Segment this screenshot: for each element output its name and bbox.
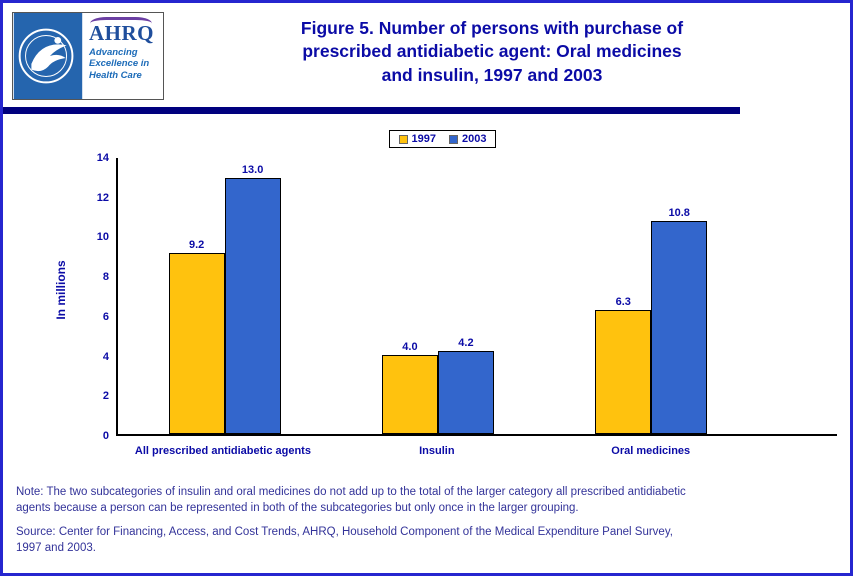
bar-group: 4.0 4.2 [331,158,544,434]
bar-value-label: 10.8 [668,207,690,220]
figure-title-line-3: and insulin, 1997 and 2003 [381,64,603,85]
bar-1997 [381,355,438,434]
plot-area: 9.2 13.0 4.0 4.2 6.3 10.8 [116,158,837,436]
y-axis-tick-label: 2 [102,390,109,403]
legend-label-1997: 1997 [411,133,436,145]
agency-logo-box: AHRQ Advancing Excellence in Health Care [12,12,164,100]
bar-value-label: 6.3 [615,295,631,308]
legend-swatch-1997 [398,134,408,144]
bar-value-label: 9.2 [188,238,205,251]
source-line-1: Source: Center for Financing, Access, an… [16,526,673,539]
x-axis: All prescribed antidiabetic agents Insuli… [116,445,837,465]
note-line-1: Note: The two subcategories of insulin a… [16,486,686,498]
bar-wrap: 9.2 [168,158,225,434]
y-axis: 0 2 4 6 8 10 12 14 [71,152,109,442]
source-text: Source: Center for Financing, Access, an… [16,525,836,556]
ahrq-swoosh-icon [90,17,152,30]
x-axis-category-label: Oral medicines [611,445,691,457]
bar-1997 [595,309,652,434]
x-axis-labels: All prescribed antidiabetic agents Insuli… [116,445,758,465]
bar-1997 [168,252,225,434]
bar-2003 [437,351,494,434]
y-axis-tick-label: 4 [102,350,109,363]
ahrq-tagline-line: Advancing [89,47,138,58]
bar-value-label: 4.0 [402,341,418,354]
source-line-2: 1997 and 2003. [16,541,96,554]
bar-value-label: 13.0 [241,163,264,176]
y-axis-tick-label: 0 [102,430,109,442]
bar-wrap: 6.3 [595,158,652,434]
bar-wrap: 4.2 [437,158,494,434]
y-axis-tick-label: 12 [96,191,109,204]
note-line-2: agents because a person can be represent… [16,501,579,514]
legend-item-2003: 2003 [449,133,486,145]
legend-item-1997: 1997 [398,133,436,145]
bar-2003 [651,221,708,434]
chart-legend: 1997 2003 [388,130,497,148]
bar-groups: 9.2 13.0 4.0 4.2 6.3 10.8 [118,158,758,434]
chart-area: In millions 0 2 4 6 8 10 12 14 9.2 13.0 4.0 4.2 6.3… [3,150,850,468]
figure-title-line-2: prescribed antidiabetic agent: Oral medi… [302,41,682,62]
ahrq-logo-text: AHRQ [89,21,154,45]
ahrq-logo: AHRQ Advancing Excellence in Health Care [83,13,163,99]
bar-group: 9.2 13.0 [118,158,331,434]
figure-title-line-1: Figure 5. Number of persons with purchas… [300,18,684,38]
footer: Note: The two subcategories of insulin a… [3,485,850,556]
ahrq-tagline-line: Health Care [89,69,142,81]
y-axis-title: In millions [54,260,68,320]
header: AHRQ Advancing Excellence in Health Care… [3,3,850,104]
bar-group: 6.3 10.8 [545,158,758,434]
ahrq-tagline: Advancing Excellence in Health Care [89,47,160,81]
x-axis-category-label: All prescribed antidiabetic agents [134,445,311,457]
bar-wrap: 10.8 [651,158,708,434]
y-axis-tick-label: 8 [102,271,109,284]
hhs-seal-icon [13,13,83,99]
header-divider-rule [3,107,740,114]
bar-2003 [224,177,281,434]
legend-swatch-2003 [449,134,458,144]
bar-value-label: 4.2 [458,337,474,350]
ahrq-tagline-line: Excellence in [89,58,150,70]
y-axis-tick-label: 14 [96,152,109,164]
y-axis-tick-label: 6 [102,310,109,323]
note-text: Note: The two subcategories of insulin a… [16,485,836,516]
legend-label-2003: 2003 [462,133,487,145]
x-axis-category-label: Insulin [419,445,455,457]
y-axis-tick-label: 10 [96,231,109,244]
bar-wrap: 13.0 [224,158,281,434]
figure-title: Figure 5. Number of persons with purchas… [172,12,840,87]
bar-wrap: 4.0 [381,158,438,434]
